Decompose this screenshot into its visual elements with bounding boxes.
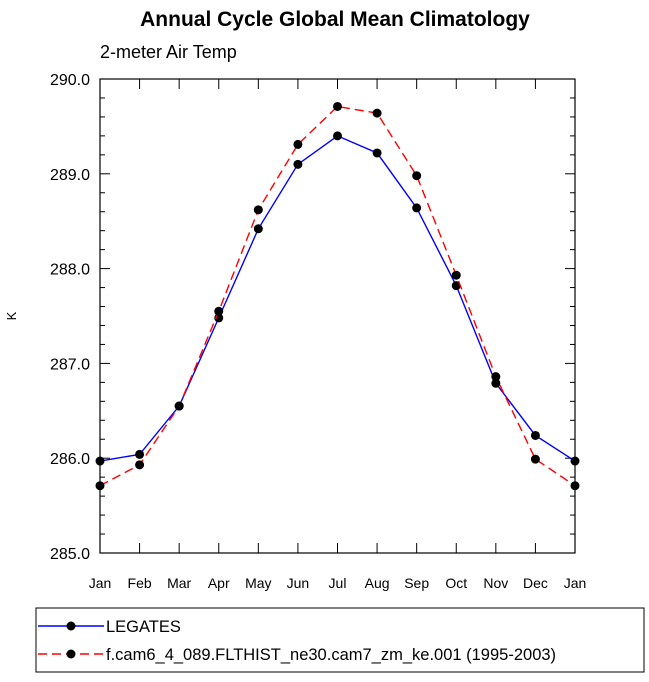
y-tick-label: 286.0: [50, 451, 90, 468]
data-point: [95, 456, 105, 466]
x-tick-label: Jul: [329, 575, 347, 591]
x-tick-label: Jan: [89, 575, 112, 591]
data-point: [333, 131, 342, 141]
x-tick-label: Jun: [287, 575, 310, 591]
axis-ticks: 285.0 286.0 287.0 288.0 289.0 290.0 Jan Feb Mar A…: [50, 72, 586, 591]
x-tick-label: Jan: [564, 575, 587, 591]
data-point: [412, 171, 422, 181]
x-tick-label: Aug: [365, 575, 390, 591]
data-point: [530, 430, 540, 440]
y-tick-label: 289.0: [50, 167, 90, 184]
series-1: [95, 131, 580, 466]
legend-marker: [66, 649, 76, 659]
y-axis-label: K: [4, 311, 19, 320]
data-point: [95, 481, 105, 491]
plot-frame: [99, 78, 576, 554]
data-point: [372, 108, 382, 118]
data-point: [570, 456, 580, 466]
legend-box: [35, 607, 645, 673]
legend-item-2: f.cam6_4_089.FLTHIST_ne30.cam7_zm_ke.001…: [38, 646, 556, 664]
data-point: [293, 139, 303, 149]
x-tick-label: Sep: [404, 575, 429, 591]
data-point: [174, 401, 184, 411]
data-point: [570, 481, 580, 491]
data-point: [333, 101, 342, 111]
data-point: [491, 378, 501, 388]
data-point: [372, 148, 382, 158]
series-layer: [95, 101, 580, 491]
data-point: [530, 454, 540, 464]
legend-label: f.cam6_4_089.FLTHIST_ne30.cam7_zm_ke.001…: [106, 646, 556, 664]
data-point: [293, 159, 303, 169]
series-2: [95, 101, 580, 491]
y-tick-label: 290.0: [50, 72, 90, 89]
x-tick-label: Apr: [208, 575, 230, 591]
data-point: [135, 449, 145, 459]
legend-label: LEGATES: [106, 618, 181, 636]
x-tick-label: Dec: [523, 575, 548, 591]
legend: LEGATES f.cam6_4_089.FLTHIST_ne30.cam7_zm…: [38, 618, 556, 664]
x-tick-label: May: [245, 575, 271, 591]
data-point: [214, 306, 224, 316]
data-point: [253, 224, 263, 234]
series-line: [99, 135, 576, 462]
legend-marker: [66, 621, 76, 631]
x-tick-label: Nov: [483, 575, 508, 591]
chart-title: Annual Cycle Global Mean Climatology: [140, 8, 530, 31]
y-tick-label: 287.0: [50, 356, 90, 373]
data-point: [451, 281, 461, 291]
x-tick-label: Oct: [445, 575, 467, 591]
data-point: [491, 372, 501, 382]
data-point: [412, 203, 422, 213]
data-point: [253, 205, 263, 215]
y-tick-label: 285.0: [50, 546, 90, 563]
y-tick-label: 288.0: [50, 262, 90, 279]
series-line: [99, 105, 576, 487]
x-tick-label: Feb: [128, 575, 152, 591]
legend-item-1: LEGATES: [38, 618, 181, 636]
x-tick-label: Mar: [167, 575, 191, 591]
chart-subtitle: 2-meter Air Temp: [100, 42, 237, 62]
data-point: [135, 460, 145, 470]
data-point: [451, 270, 461, 280]
